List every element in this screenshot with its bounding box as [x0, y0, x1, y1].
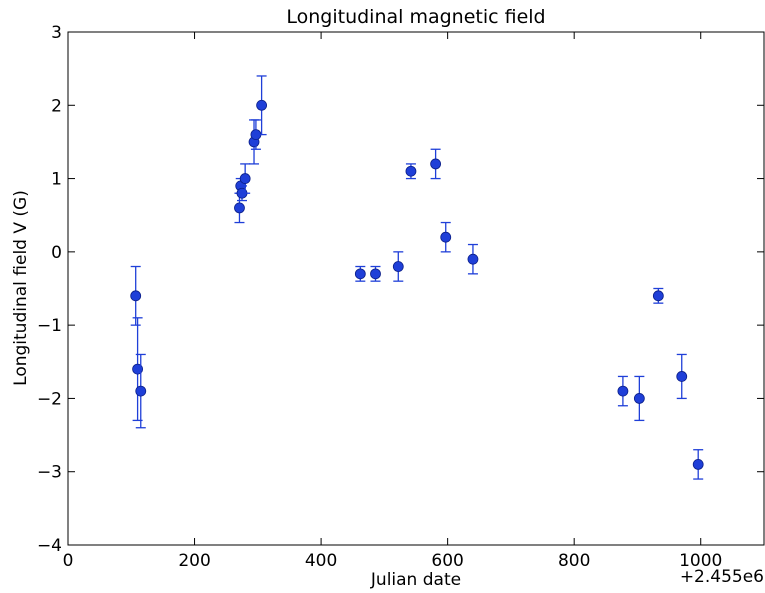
data-point [392, 261, 404, 272]
data-point [676, 371, 688, 382]
data-point [354, 268, 366, 280]
y-tick-label: −1 [37, 316, 62, 336]
data-points [130, 75, 704, 480]
data-point [467, 253, 479, 265]
y-tick-label: 1 [51, 170, 62, 190]
y-tick-label: 0 [51, 243, 62, 263]
x-tick-label: 400 [305, 551, 337, 571]
data-point [256, 99, 268, 111]
data-point [405, 165, 417, 177]
y-tick-label: −2 [37, 389, 62, 409]
data-point [633, 393, 645, 404]
x-tick-label: 200 [178, 551, 210, 571]
y-tick-label: 2 [51, 96, 62, 116]
x-axis-label: Julian date [370, 570, 461, 590]
data-point [130, 290, 142, 302]
data-point [692, 458, 704, 470]
x-tick-label: 600 [431, 551, 463, 571]
y-tick-label: −4 [37, 536, 62, 556]
data-point [370, 268, 381, 280]
x-tick-label: 0 [63, 551, 74, 571]
x-tick-label: 800 [558, 551, 590, 571]
data-point [652, 290, 664, 302]
y-axis: −4 −3 −2 −1 0 1 2 3 [37, 23, 764, 556]
y-tick-label: −3 [37, 463, 62, 483]
data-point [135, 385, 147, 397]
y-axis-label: Longitudinal field V (G) [11, 190, 31, 386]
data-point [617, 385, 629, 397]
chart-title: Longitudinal magnetic field [286, 6, 545, 28]
data-point [234, 202, 245, 214]
x-offset-label: +2.455e6 [680, 567, 764, 587]
data-point [430, 158, 442, 170]
data-point [440, 231, 452, 243]
y-tick-label: 3 [51, 23, 62, 43]
data-point [239, 173, 251, 184]
x-axis: 0 200 400 600 800 1000 [63, 32, 722, 571]
plot-area [67, 31, 765, 546]
data-point [132, 363, 144, 375]
x-tick-label: 1000 [679, 551, 722, 571]
